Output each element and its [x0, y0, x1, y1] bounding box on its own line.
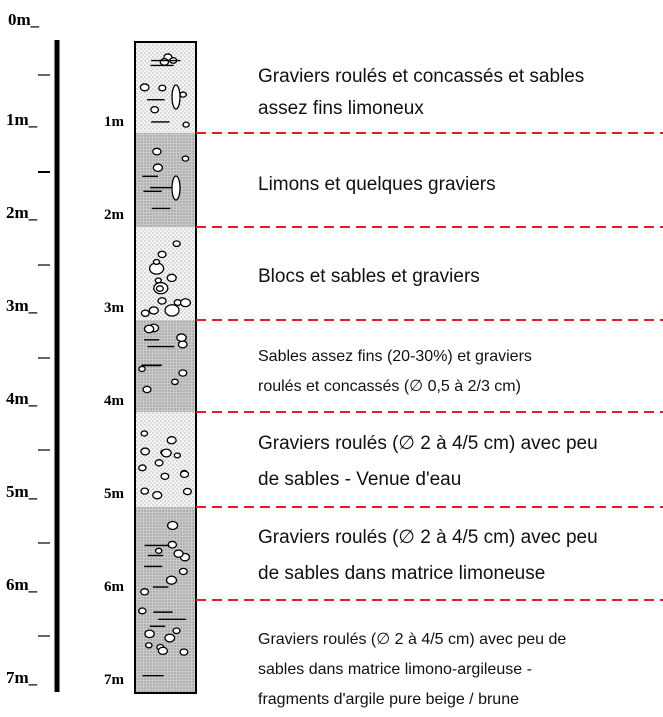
pebble [152, 490, 163, 500]
pebble [173, 549, 184, 558]
pebble [178, 369, 188, 377]
pebble [177, 340, 188, 349]
layer-fill [135, 600, 196, 693]
column-depth-label: 6m [104, 579, 125, 595]
layer-description: fragments d'argile pure beige / brune [258, 691, 519, 708]
pebble [179, 648, 189, 656]
pebble [138, 464, 147, 472]
pebble [172, 240, 181, 248]
layer-fill [135, 133, 196, 227]
pebble [140, 447, 151, 456]
layer-description: Limons et quelques graviers [258, 174, 496, 195]
pebble [166, 436, 177, 445]
pebble [154, 277, 162, 284]
pebble [164, 633, 176, 643]
pebble [179, 298, 192, 308]
layer-description: Graviers roulés et concassés et sables [258, 66, 584, 87]
pebble [166, 273, 177, 283]
layer-description: assez fins limoneux [258, 98, 424, 119]
pebble [138, 607, 147, 615]
pebble [150, 106, 160, 114]
pebble [155, 285, 164, 292]
pebble [142, 385, 152, 394]
layer-description: Graviers roulés (∅ 2 à 4/5 cm) avec peu [258, 527, 598, 548]
depth-label: 5m_ [6, 482, 38, 501]
pebble [178, 567, 188, 576]
pebble [157, 646, 169, 656]
pebble [179, 91, 187, 98]
column-depth-label: 7m [104, 672, 125, 688]
pebble [154, 459, 164, 467]
pebble [181, 155, 190, 162]
pebble [166, 520, 179, 531]
column-depth-label: 1m [104, 114, 125, 130]
pebble [182, 121, 190, 128]
pebble [152, 163, 164, 172]
pebble [171, 84, 181, 110]
column-outline [134, 41, 197, 694]
column-depth-label: 4m [104, 393, 125, 409]
pebble [140, 588, 150, 596]
column-depth-label: 3m [104, 300, 125, 316]
depth-label: 2m_ [6, 203, 38, 222]
layer-description: de sables dans matrice limoneuse [258, 563, 545, 584]
pebble [157, 297, 167, 305]
depth-label: 7m_ [6, 668, 38, 687]
pebble [171, 175, 181, 201]
depth-label: 0m_ [8, 10, 40, 29]
pebble [160, 472, 170, 481]
pebble [160, 448, 172, 458]
pebble [165, 575, 178, 585]
layer-description: Blocs et sables et graviers [258, 266, 480, 287]
pebble [173, 452, 181, 459]
pebble [179, 470, 190, 479]
pebble [164, 304, 180, 317]
column-depth-label: 5m [104, 486, 125, 502]
pebble [152, 147, 162, 156]
pebble [172, 627, 181, 635]
depth-label: 4m_ [6, 389, 38, 408]
pebble [154, 547, 163, 554]
pebble [152, 258, 161, 266]
pebble [145, 642, 153, 649]
layer-description: roulés et concassés (∅ 0,5 à 2/3 cm) [258, 378, 521, 395]
layer-description: Graviers roulés (∅ 2 à 4/5 cm) avec peu [258, 433, 598, 454]
column-depth-label: 2m [104, 207, 125, 223]
pebble [144, 629, 155, 639]
log-content: 0m_ 1m_ 2m_ 3m_ 4m_ 5m_ 6m_ 7m_ 1m 2m 3m 4m 5m 6m 7m Gr… [6, 10, 663, 708]
pebble [139, 83, 150, 92]
depth-label: 1m_ [6, 110, 38, 129]
pebble [138, 365, 146, 373]
pebble [157, 250, 167, 259]
pebble [140, 430, 149, 437]
pebble [182, 487, 192, 496]
pebble [140, 487, 150, 495]
pebble [148, 306, 159, 315]
depth-label: 6m_ [6, 575, 38, 594]
pebble [159, 57, 170, 66]
pebble [176, 333, 187, 343]
layer-description: Graviers roulés (∅ 2 à 4/5 cm) avec peu … [258, 631, 566, 648]
pebble [143, 324, 155, 334]
layer-description: Sables assez fins (20-30%) et graviers [258, 348, 532, 365]
layer-description: de sables - Venue d'eau [258, 469, 461, 490]
layer-description: sables dans matrice limono-argileuse - [258, 661, 532, 678]
depth-label: 3m_ [6, 296, 38, 315]
pebble [158, 84, 167, 92]
pebble [170, 378, 179, 386]
pebble [140, 309, 150, 317]
